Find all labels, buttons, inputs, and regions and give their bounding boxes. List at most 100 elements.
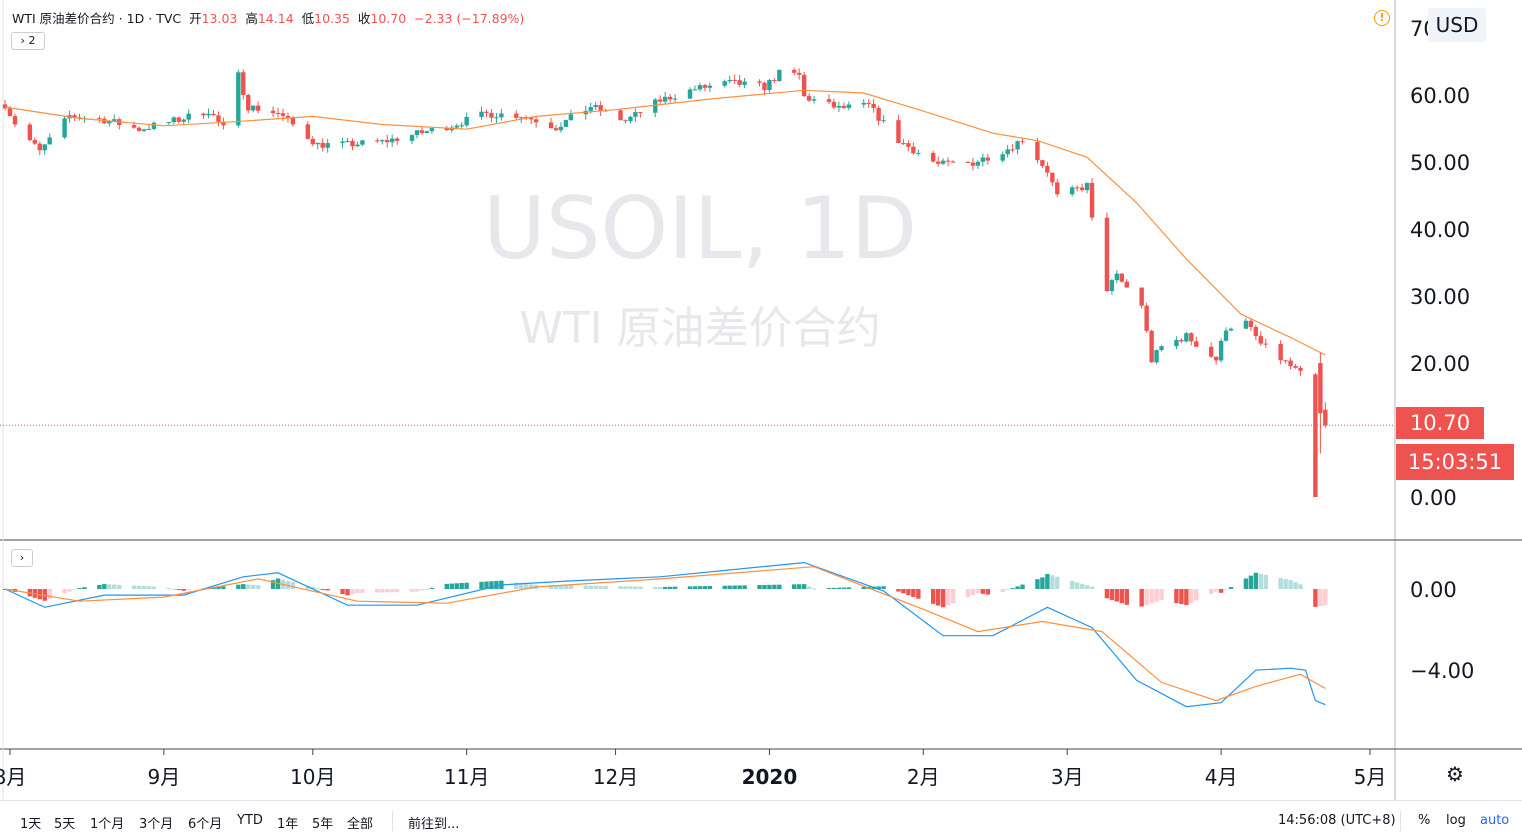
candle-body — [345, 140, 350, 142]
candle-body — [1223, 330, 1229, 341]
candle-body — [181, 119, 186, 122]
macd-histogram-bar — [1139, 589, 1144, 607]
macd-histogram-bar — [1005, 589, 1010, 590]
macd-histogram-bar — [77, 587, 82, 589]
candle-body — [221, 121, 226, 126]
range-3m-button[interactable]: 3个月 — [139, 817, 174, 832]
candle-body — [945, 160, 951, 162]
macd-histogram-bar — [1000, 589, 1005, 592]
candle-body — [1084, 182, 1090, 191]
candle-body — [970, 162, 976, 166]
candle-body — [290, 117, 296, 125]
toolbar-divider — [392, 811, 393, 831]
macd-legend-toggle-button[interactable]: › — [11, 549, 33, 567]
candle-body — [1010, 149, 1015, 151]
macd-histogram-bar — [687, 586, 693, 589]
currency-button[interactable]: USD — [1428, 8, 1486, 42]
candle-body — [519, 117, 524, 119]
candle-body — [27, 124, 33, 141]
range-1m-button[interactable]: 1个月 — [90, 817, 125, 832]
auto-scale-button[interactable]: auto — [1480, 813, 1510, 828]
macd-histogram-bar — [792, 584, 797, 589]
candle-body — [201, 113, 206, 116]
price-tick-label: 60.00 — [1410, 84, 1470, 108]
macd-histogram-bar — [1015, 586, 1020, 589]
candle-body — [628, 116, 633, 122]
price-tick-label: 20.00 — [1410, 352, 1470, 376]
low-label: 低 — [301, 11, 315, 26]
candle-body — [1109, 280, 1115, 292]
settings-gear-icon[interactable]: ⚙ — [1446, 762, 1464, 786]
macd-histogram-bar — [181, 589, 186, 591]
candle-body — [871, 103, 876, 108]
candle-body — [1005, 149, 1010, 155]
candle-body — [62, 118, 67, 138]
macd-histogram-bar — [1089, 586, 1095, 589]
macd-histogram-bar — [67, 589, 72, 592]
candle-body — [270, 110, 276, 113]
macd-histogram-bar — [1149, 589, 1154, 604]
symbol-name[interactable]: WTI 原油差价合约 — [12, 11, 115, 26]
macd-histogram-bar — [315, 588, 320, 590]
candle-body — [206, 113, 211, 116]
watermark-subtitle: WTI 原油差价合约 — [519, 303, 880, 354]
range-1y-button[interactable]: 1年 — [277, 817, 299, 832]
macd-histogram-bar — [1323, 589, 1328, 606]
candle-body — [479, 111, 484, 117]
percent-scale-button[interactable]: % — [1418, 813, 1431, 828]
countdown-label: 15:03:51 — [1396, 444, 1514, 480]
candle-body — [216, 115, 221, 122]
macd-histogram-bar — [1218, 589, 1224, 593]
range-all-button[interactable]: 全部 — [347, 817, 374, 832]
candle-body — [1194, 341, 1199, 347]
clock-readout[interactable]: 14:56:08 (UTC+8) — [1278, 813, 1396, 828]
macd-histogram-bar — [42, 589, 47, 601]
open-value: 13.03 — [201, 11, 238, 26]
macd-histogram-bar — [826, 588, 832, 590]
macd-histogram-bar — [831, 587, 837, 589]
candle-body — [801, 74, 807, 97]
candle-body — [692, 89, 698, 91]
range-1d-button[interactable]: 1天 — [20, 817, 42, 832]
candle-body — [806, 96, 812, 101]
macd-histogram-bar — [593, 585, 598, 589]
macd-histogram-bar — [1293, 582, 1298, 589]
candle-body — [702, 85, 708, 88]
macd-histogram-bar — [141, 586, 147, 589]
candle-body — [315, 142, 320, 145]
macd-histogram-bar — [901, 589, 906, 594]
chevron-right-icon: › — [20, 34, 25, 47]
indicator-count: 2 — [28, 34, 36, 47]
range-ytd-button[interactable]: YTD — [237, 813, 263, 828]
macd-histogram-bar — [618, 586, 623, 589]
candle-body — [42, 144, 47, 151]
macd-histogram-bar — [658, 586, 663, 589]
candle-body — [598, 105, 603, 112]
candle-body — [375, 140, 380, 142]
warning-icon[interactable]: ! — [1374, 10, 1390, 26]
close-label: 收 — [357, 11, 371, 26]
range-5d-button[interactable]: 5天 — [54, 817, 76, 832]
indicators-toggle-button[interactable]: › 2 — [11, 32, 45, 50]
log-scale-button[interactable]: log — [1446, 813, 1466, 828]
macd-histogram-bar — [772, 584, 777, 589]
price-tick-label: 50.00 — [1410, 151, 1470, 175]
macd-histogram-bar — [350, 589, 355, 595]
macd-histogram-bar — [1035, 579, 1040, 589]
macd-histogram-bar — [1154, 589, 1159, 602]
goto-date-button[interactable]: 前往到... — [408, 817, 460, 832]
interval-label[interactable]: 1D — [126, 11, 145, 26]
high-value: 14.14 — [257, 11, 294, 26]
macd-histogram-bar — [1144, 589, 1149, 605]
macd-histogram-bar — [285, 580, 291, 589]
candle-body — [1189, 333, 1194, 342]
range-5y-button[interactable]: 5年 — [312, 817, 334, 832]
time-tick-label: 3月 — [1051, 765, 1084, 789]
macd-histogram-bar — [380, 589, 385, 593]
candle-body — [1144, 305, 1149, 331]
candle-body — [662, 96, 668, 102]
macd-histogram-bar — [777, 584, 782, 589]
candle-body — [1159, 346, 1164, 351]
range-6m-button[interactable]: 6个月 — [188, 817, 223, 832]
